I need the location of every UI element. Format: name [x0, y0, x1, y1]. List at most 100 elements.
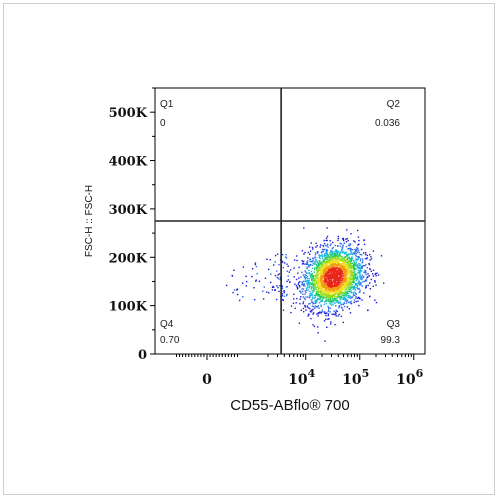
event-dot	[350, 300, 352, 303]
event-dot	[341, 259, 344, 261]
event-dot	[331, 274, 333, 276]
event-dot	[327, 306, 330, 308]
event-dot	[239, 299, 241, 302]
event-dot	[358, 264, 360, 267]
event-dot	[333, 294, 336, 296]
event-dot	[327, 291, 329, 293]
event-dot	[317, 267, 320, 269]
event-dot	[340, 263, 342, 266]
event-dot	[345, 260, 347, 262]
event-dot	[361, 265, 363, 267]
event-dot	[310, 242, 312, 244]
event-dot	[330, 274, 332, 276]
event-dot	[330, 260, 333, 262]
event-dot	[315, 283, 318, 285]
event-dot	[343, 262, 345, 265]
event-dot	[277, 286, 279, 289]
event-dot	[349, 247, 351, 250]
event-dot	[323, 264, 325, 266]
event-dot	[339, 284, 341, 286]
event-dot	[325, 257, 328, 259]
event-dot	[339, 260, 341, 262]
event-dot	[334, 276, 336, 279]
event-dot	[313, 288, 316, 290]
event-dot	[332, 282, 334, 284]
event-dot	[302, 288, 305, 290]
event-dot	[312, 324, 314, 326]
event-dot	[339, 254, 341, 257]
event-dot	[352, 265, 354, 267]
event-dot	[318, 254, 320, 256]
event-dot	[309, 284, 311, 286]
event-dot	[335, 292, 337, 295]
event-dot	[301, 263, 304, 265]
event-dot	[324, 283, 326, 286]
event-dot	[355, 278, 358, 280]
event-dot	[327, 318, 329, 320]
event-dot	[349, 265, 351, 267]
event-dot	[341, 251, 343, 253]
event-dot	[318, 291, 320, 293]
event-dot	[287, 279, 290, 281]
event-dot	[347, 254, 349, 256]
event-dot	[350, 275, 352, 277]
event-dot	[298, 277, 300, 279]
event-dot	[333, 281, 336, 283]
event-dot	[357, 288, 359, 290]
event-dot	[326, 281, 329, 283]
event-dot	[369, 254, 371, 256]
event-dot	[343, 271, 345, 274]
event-dot	[285, 256, 287, 258]
event-dot	[331, 260, 333, 262]
event-dot	[320, 305, 322, 307]
event-dot	[324, 282, 326, 285]
event-dot	[353, 299, 356, 301]
event-dot	[363, 239, 365, 242]
event-dot	[362, 275, 365, 278]
event-dot	[346, 264, 348, 267]
event-dot	[313, 275, 315, 277]
event-dot	[272, 286, 275, 288]
event-dot	[338, 274, 340, 276]
event-dot	[324, 340, 326, 342]
event-dot	[338, 295, 341, 298]
event-dot	[315, 302, 317, 304]
event-dot	[309, 282, 311, 284]
event-dot	[289, 269, 292, 271]
event-dot	[274, 289, 276, 291]
event-dot	[301, 290, 304, 293]
event-dot	[353, 291, 355, 293]
event-dot	[342, 292, 344, 294]
event-dot	[309, 258, 312, 260]
event-dot	[305, 309, 307, 311]
event-dot	[349, 253, 351, 255]
event-dot	[320, 279, 322, 281]
event-dot	[367, 284, 369, 286]
event-dot	[374, 281, 376, 283]
event-dot	[332, 303, 334, 306]
event-dot	[334, 264, 337, 266]
event-dot	[302, 301, 305, 303]
event-dot	[316, 298, 319, 301]
event-dot	[358, 256, 360, 258]
y-tick-label: 0	[138, 348, 147, 363]
event-dot	[346, 299, 348, 301]
event-dot	[349, 259, 351, 262]
event-dot	[323, 303, 325, 306]
event-dot	[332, 313, 335, 315]
event-dot	[332, 256, 334, 259]
event-dot	[350, 283, 352, 285]
event-dot	[329, 282, 331, 284]
event-dot	[342, 252, 344, 254]
event-dot	[326, 280, 328, 282]
event-dot	[337, 294, 339, 297]
event-dot	[341, 268, 343, 270]
event-dot	[367, 309, 369, 312]
x-axis-title: CD55-ABflo® 700	[230, 397, 349, 414]
event-dot	[352, 286, 354, 289]
event-dot	[300, 309, 302, 311]
event-dot	[302, 307, 305, 310]
event-dot	[236, 288, 239, 290]
event-dot	[309, 260, 311, 263]
